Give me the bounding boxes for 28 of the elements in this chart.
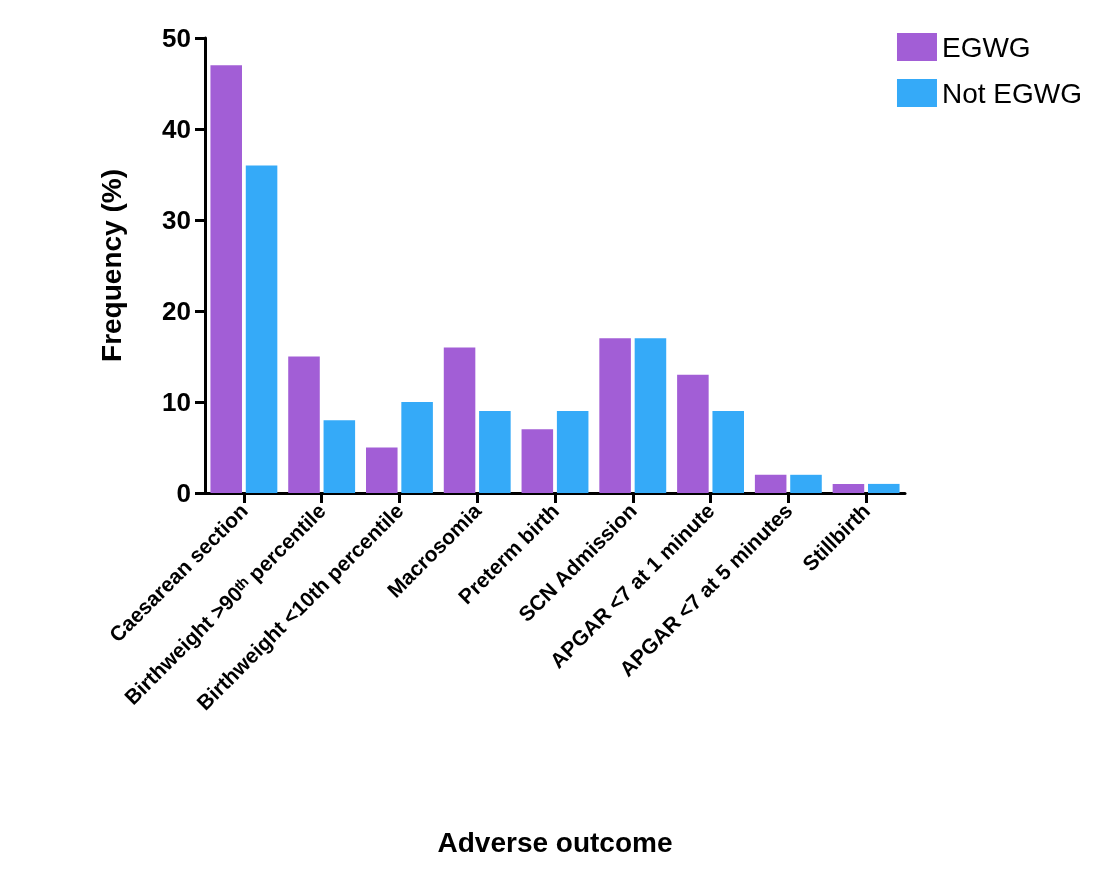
y-tick-label: 50 <box>162 23 191 53</box>
bar <box>634 338 667 493</box>
bar <box>556 411 589 493</box>
x-axis-title: Adverse outcome <box>437 826 673 858</box>
bar <box>868 483 900 493</box>
bar <box>677 374 709 493</box>
bar <box>521 429 554 493</box>
y-tick-label: 30 <box>162 205 191 235</box>
y-tick-label: 20 <box>162 296 191 326</box>
bar <box>210 65 242 493</box>
bar <box>479 411 511 493</box>
bar <box>288 356 320 493</box>
bar <box>323 420 356 493</box>
bar <box>754 474 787 493</box>
y-tick-label: 10 <box>162 387 191 417</box>
bar <box>832 483 865 493</box>
y-tick-label: 40 <box>162 114 191 144</box>
y-tick-label: 0 <box>176 478 191 508</box>
bar <box>712 411 744 493</box>
bar <box>599 338 631 493</box>
bar <box>366 447 398 493</box>
bar <box>401 402 433 493</box>
y-axis-title: Frequency (%) <box>95 169 127 362</box>
bar <box>443 347 476 493</box>
legend-label: Not EGWG <box>941 77 1082 109</box>
bar <box>790 474 822 493</box>
bar <box>245 165 278 493</box>
legend-label: EGWG <box>941 31 1031 63</box>
